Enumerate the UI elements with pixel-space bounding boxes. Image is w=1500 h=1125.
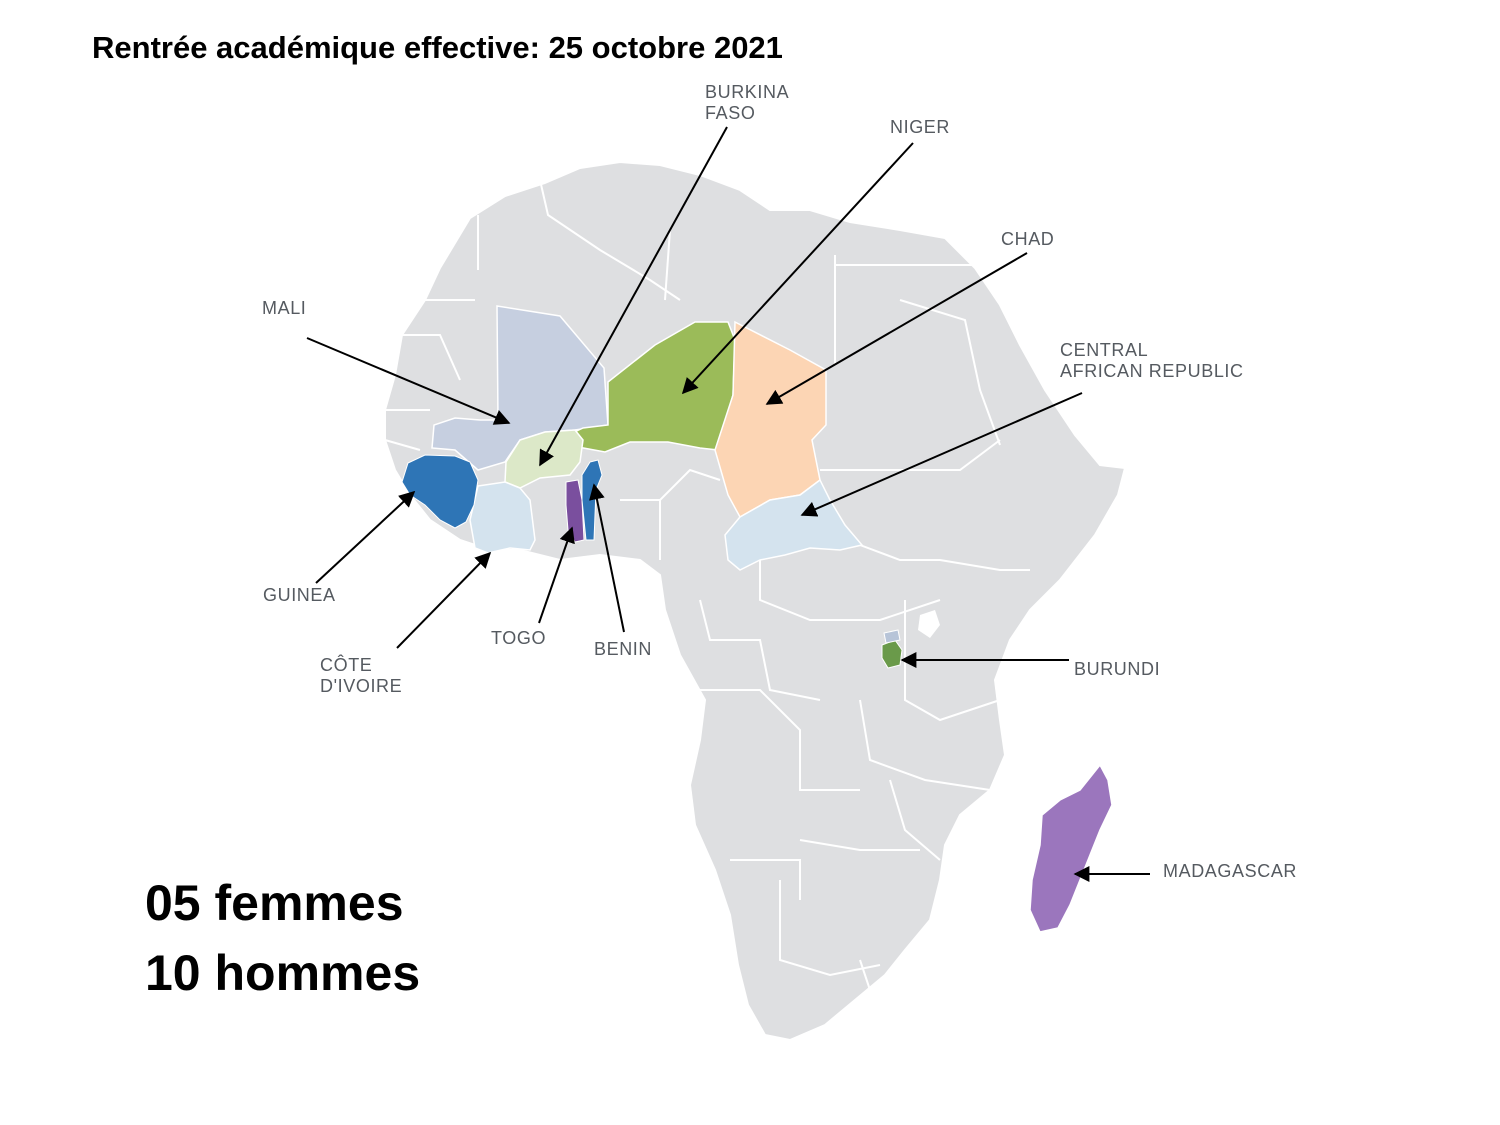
central-african-republic-shape xyxy=(724,478,864,571)
lake-victoria xyxy=(918,610,940,638)
arrow-central-african-republic xyxy=(800,392,1083,517)
arrow-burkina-faso xyxy=(539,126,728,467)
arrow-togo xyxy=(538,526,575,624)
pointer-arrows xyxy=(306,126,1150,882)
arrow-guinea xyxy=(315,490,416,584)
label-mali: MALI xyxy=(262,298,307,318)
label-burkina-faso: BURKINA FASO xyxy=(705,82,789,124)
label-cote-divoire: CÔTE D'IVOIRE xyxy=(320,655,402,697)
label-cote-divoire-line2: D'IVOIRE xyxy=(320,676,403,696)
stats-men: 10 hommes xyxy=(145,945,421,1001)
cote-divoire-shape xyxy=(469,481,536,554)
africa-landmass xyxy=(384,160,1127,1042)
label-car-line1: CENTRAL xyxy=(1060,340,1149,360)
label-central-african-republic: CENTRAL AFRICAN REPUBLIC xyxy=(1060,340,1244,382)
arrow-benin xyxy=(589,483,625,633)
stats-women: 05 femmes xyxy=(145,875,404,931)
label-car-line2: AFRICAN REPUBLIC xyxy=(1060,361,1244,381)
country-borders xyxy=(384,179,1030,991)
arrow-cote-divoire xyxy=(396,551,492,649)
label-burkina-faso-line2: FASO xyxy=(705,103,756,123)
label-madagascar: MADAGASCAR xyxy=(1163,861,1298,881)
label-benin: BENIN xyxy=(594,639,653,659)
student-stats: 05 femmes 10 hommes xyxy=(145,868,420,1008)
label-cote-divoire-line1: CÔTE xyxy=(320,655,373,675)
label-burundi: BURUNDI xyxy=(1074,659,1161,679)
arrow-niger xyxy=(681,142,914,395)
arrow-mali xyxy=(306,337,511,425)
rwanda-shape xyxy=(883,629,901,644)
label-togo: TOGO xyxy=(491,628,547,648)
label-burkina-faso-line1: BURKINA xyxy=(705,82,790,102)
arrow-chad xyxy=(765,252,1028,405)
mali-shape xyxy=(431,305,609,471)
label-guinea: GUINEA xyxy=(263,585,336,605)
label-chad: CHAD xyxy=(1001,229,1055,249)
label-niger: NIGER xyxy=(890,117,951,137)
page-title: Rentrée académique effective: 25 octobre… xyxy=(92,30,783,65)
madagascar-shape xyxy=(1029,763,1113,933)
